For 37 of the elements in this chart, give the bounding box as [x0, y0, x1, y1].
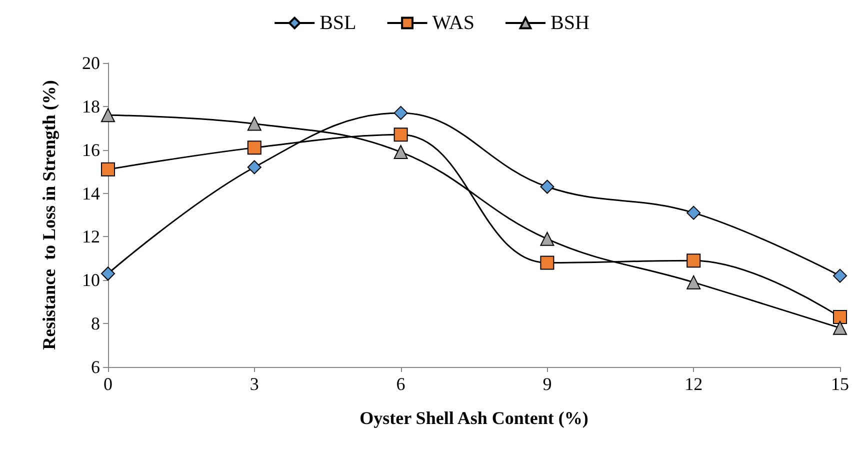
y-tick-label: 14 — [82, 183, 100, 204]
point — [394, 128, 408, 142]
point — [540, 180, 554, 194]
legend-label: BSH — [550, 12, 590, 34]
x-tick-label: 6 — [396, 374, 406, 394]
x-tick-label: 12 — [684, 374, 703, 394]
y-tick-label: 8 — [91, 314, 100, 334]
y-tick-label: 20 — [82, 53, 100, 73]
point — [833, 310, 847, 324]
y-axis-title: Resistance to Loss in Strength (%) — [39, 80, 59, 350]
point — [686, 275, 701, 290]
point — [540, 256, 554, 270]
point — [394, 145, 408, 160]
legend-label: BSL — [320, 12, 356, 34]
y-tick-label: 18 — [82, 96, 100, 116]
point — [394, 106, 408, 120]
y-tick-label: 12 — [82, 226, 100, 247]
point — [540, 232, 554, 246]
point — [686, 206, 701, 220]
legend-label: WAS — [432, 12, 475, 34]
y-tick-label: 16 — [82, 140, 100, 160]
x-tick-label: 0 — [104, 374, 112, 394]
x-tick-label: 9 — [542, 374, 552, 394]
point — [101, 108, 115, 122]
y-tick-label: 10 — [82, 270, 100, 290]
y-tick-label: 6 — [91, 357, 100, 377]
point — [833, 320, 847, 335]
point — [101, 162, 115, 176]
point — [247, 116, 262, 131]
x-tick-label: 15 — [831, 374, 849, 394]
x-axis-title: Oyster Shell Ash Content (%) — [360, 408, 588, 428]
point — [833, 268, 847, 283]
point — [101, 266, 115, 281]
point — [247, 160, 262, 174]
point — [686, 254, 701, 268]
point — [247, 140, 262, 155]
x-tick-label: 3 — [250, 374, 259, 394]
